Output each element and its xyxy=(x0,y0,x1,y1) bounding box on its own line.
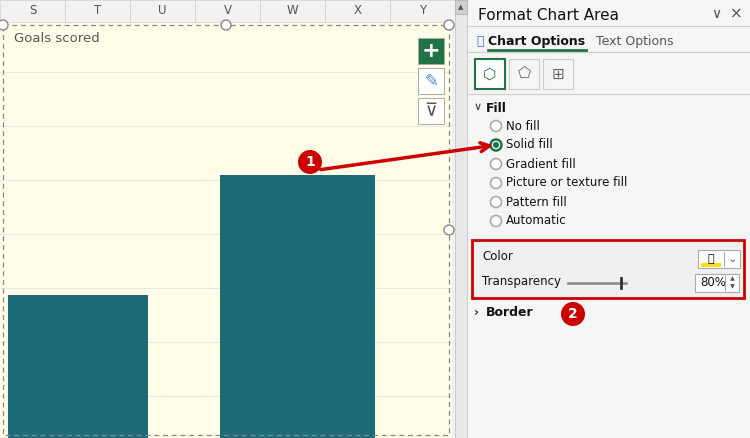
Bar xyxy=(65,0,130,22)
Text: ⊞: ⊞ xyxy=(551,67,564,81)
Text: Chart Options: Chart Options xyxy=(488,35,585,48)
Circle shape xyxy=(444,225,454,235)
Bar xyxy=(0,0,65,22)
Text: ▲: ▲ xyxy=(730,276,734,282)
Text: ⌄: ⌄ xyxy=(728,254,736,264)
Text: Goals scored: Goals scored xyxy=(14,32,100,45)
FancyBboxPatch shape xyxy=(695,274,739,292)
Bar xyxy=(468,0,750,438)
Circle shape xyxy=(298,150,322,174)
Circle shape xyxy=(490,177,502,188)
Text: 80%: 80% xyxy=(700,276,726,290)
Text: ▲: ▲ xyxy=(458,4,464,10)
FancyBboxPatch shape xyxy=(509,59,539,89)
Bar xyxy=(8,295,148,438)
Bar xyxy=(701,263,721,267)
Bar xyxy=(195,0,260,22)
Text: Border: Border xyxy=(486,306,534,319)
FancyBboxPatch shape xyxy=(418,68,444,94)
Text: No fill: No fill xyxy=(506,120,540,133)
Text: Automatic: Automatic xyxy=(506,215,567,227)
Text: Format Chart Area: Format Chart Area xyxy=(478,8,619,24)
Text: Transparency: Transparency xyxy=(482,275,561,287)
Circle shape xyxy=(444,20,454,30)
Circle shape xyxy=(0,20,8,30)
Text: V: V xyxy=(224,4,232,18)
Bar xyxy=(390,0,455,22)
Bar xyxy=(260,0,325,22)
Text: S: S xyxy=(28,4,36,18)
FancyBboxPatch shape xyxy=(543,59,573,89)
Text: ✎: ✎ xyxy=(424,72,438,90)
Bar xyxy=(455,0,467,14)
Bar xyxy=(220,175,375,438)
Text: Text Options: Text Options xyxy=(596,35,674,48)
Text: T: T xyxy=(94,4,101,18)
Circle shape xyxy=(561,302,585,326)
Text: Gradient fill: Gradient fill xyxy=(506,158,576,170)
Text: W: W xyxy=(286,4,298,18)
Text: ▼: ▼ xyxy=(730,285,734,290)
Text: ∨: ∨ xyxy=(711,7,721,21)
Text: 🪣: 🪣 xyxy=(708,254,714,264)
Circle shape xyxy=(490,159,502,170)
Text: U: U xyxy=(158,4,166,18)
Bar xyxy=(325,0,390,22)
Text: +: + xyxy=(422,41,440,61)
Text: Y: Y xyxy=(419,4,426,18)
Text: ›: › xyxy=(474,306,479,319)
Text: Picture or texture fill: Picture or texture fill xyxy=(506,177,627,190)
Text: 1: 1 xyxy=(305,155,315,169)
Circle shape xyxy=(493,142,499,148)
Circle shape xyxy=(490,215,502,226)
Text: Pattern fill: Pattern fill xyxy=(506,195,567,208)
Text: Solid fill: Solid fill xyxy=(506,138,553,152)
Circle shape xyxy=(490,139,502,151)
Text: ⊽: ⊽ xyxy=(424,102,437,120)
Circle shape xyxy=(490,120,502,131)
Circle shape xyxy=(490,197,502,208)
Text: ×: × xyxy=(730,7,742,21)
FancyBboxPatch shape xyxy=(475,59,505,89)
Text: Fill: Fill xyxy=(486,102,507,115)
Text: ⌵: ⌵ xyxy=(476,35,484,48)
Bar xyxy=(130,0,195,22)
Bar xyxy=(3,25,449,435)
Text: X: X xyxy=(353,4,362,18)
Text: Color: Color xyxy=(482,251,513,264)
FancyBboxPatch shape xyxy=(698,250,740,268)
Circle shape xyxy=(221,20,231,30)
FancyBboxPatch shape xyxy=(472,240,744,298)
Text: ∨: ∨ xyxy=(474,102,482,112)
Text: ⬠: ⬠ xyxy=(518,67,531,81)
Bar xyxy=(0,22,452,438)
Bar xyxy=(455,0,467,438)
Text: ⬡: ⬡ xyxy=(483,67,496,81)
FancyBboxPatch shape xyxy=(418,38,444,64)
Bar xyxy=(0,0,455,22)
FancyBboxPatch shape xyxy=(418,98,444,124)
Text: 2: 2 xyxy=(568,307,578,321)
